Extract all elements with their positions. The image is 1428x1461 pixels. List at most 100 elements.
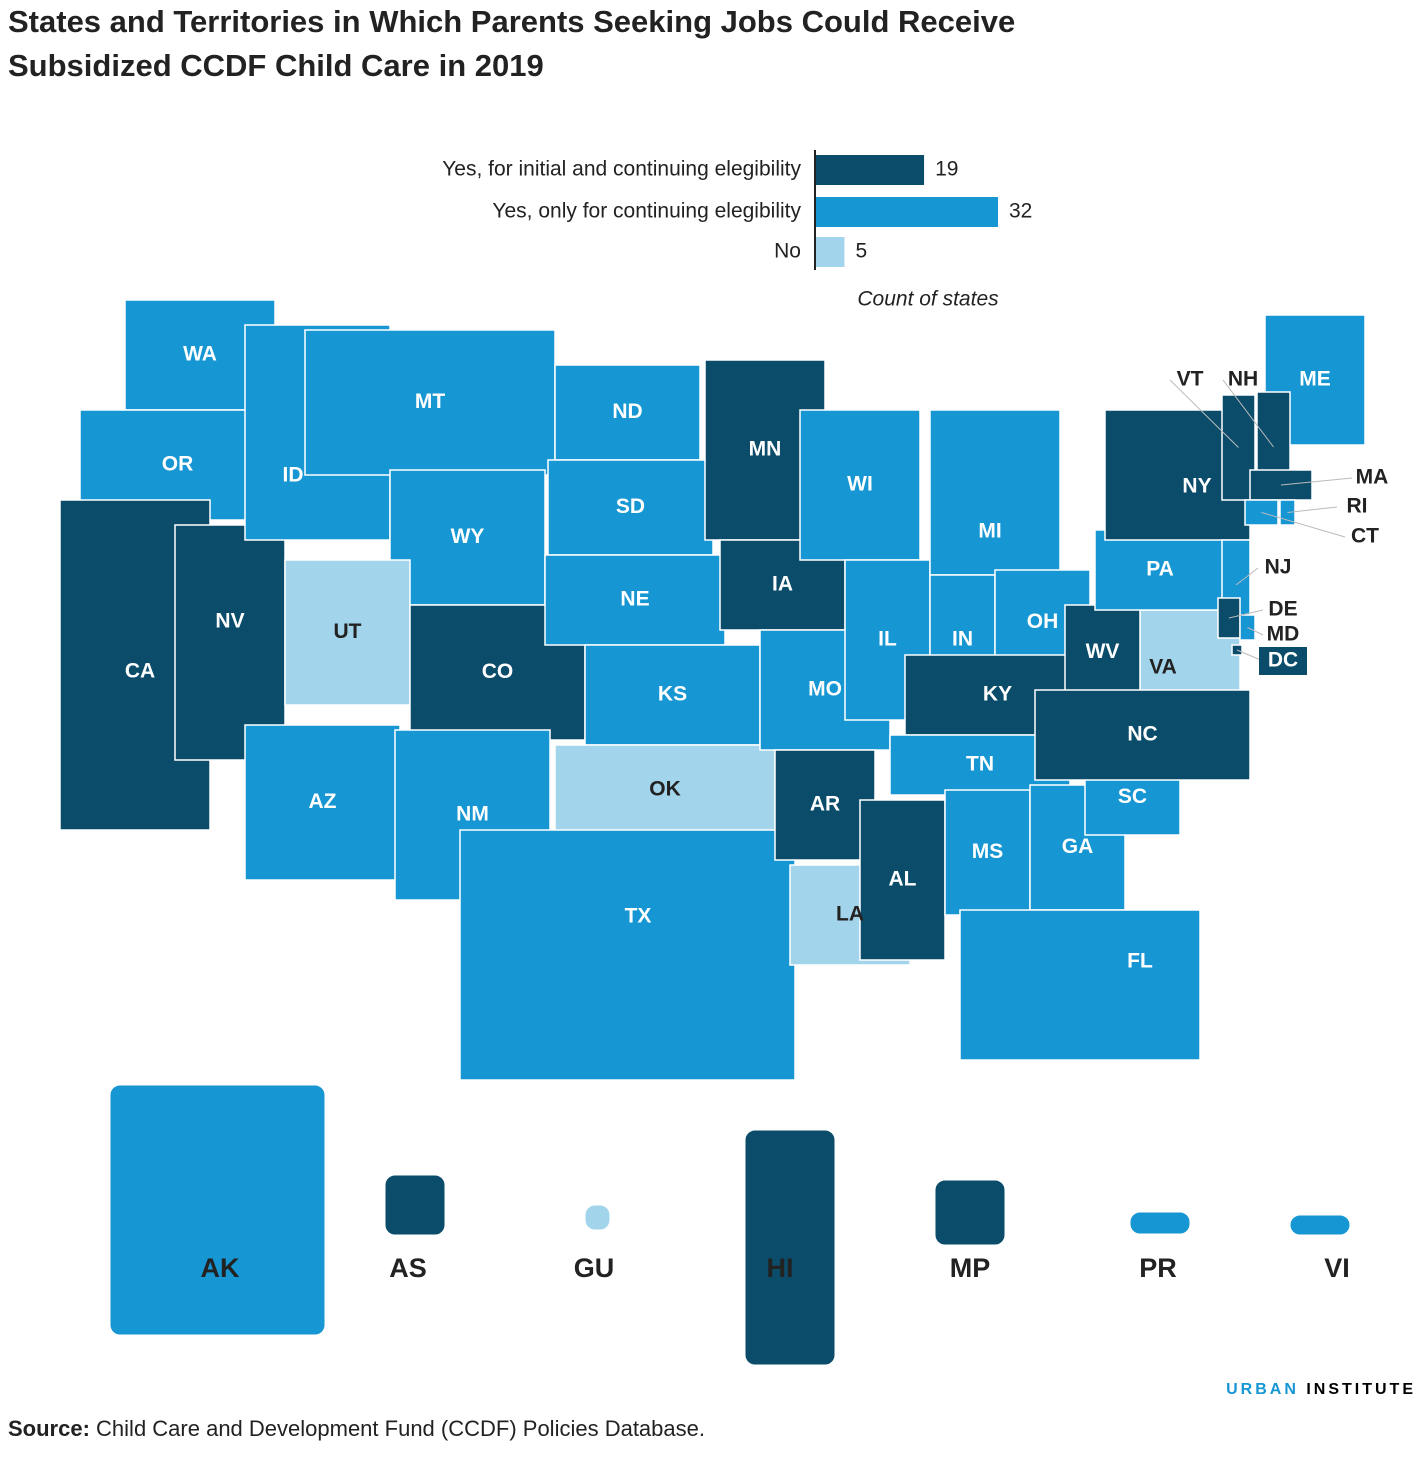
map (59, 299, 1366, 1366)
state-label: FL (1127, 950, 1153, 973)
state (859, 799, 946, 961)
state (584, 644, 761, 746)
state-label: AR (810, 793, 840, 816)
leader-line (1236, 649, 1264, 662)
state-label: MI (978, 520, 1001, 543)
state-label: KY (983, 683, 1012, 706)
category-label: No (774, 240, 801, 263)
territory (384, 1174, 446, 1236)
source: Source: Child Care and Development Fund … (8, 1416, 705, 1441)
state-label: IL (878, 628, 897, 651)
state-label: OK (649, 778, 681, 801)
state-label: PA (1146, 558, 1174, 581)
state-label: ND (612, 400, 642, 423)
state-label: WA (183, 343, 217, 366)
axis-label: Count of states (857, 288, 999, 311)
state-label: VA (1149, 656, 1177, 679)
logo: URBAN INSTITUTE (1226, 1381, 1416, 1398)
state (244, 724, 401, 881)
state-label: ID (283, 464, 304, 487)
state-label: GA (1062, 835, 1094, 858)
state-label: MS (972, 840, 1004, 863)
state-label: IN (952, 628, 973, 651)
state (1034, 689, 1251, 781)
state-label: MA (1356, 466, 1389, 489)
leader-line (1280, 477, 1353, 486)
state-label: IA (772, 573, 793, 596)
state (544, 554, 726, 646)
state-label: WI (847, 473, 873, 496)
state-label: NH (1228, 368, 1258, 391)
state-label: TN (966, 753, 994, 776)
state-label: UT (334, 620, 362, 643)
territory (744, 1129, 836, 1366)
state (554, 364, 701, 461)
state (1094, 529, 1226, 611)
category-label: Yes, only for continuing elegibility (492, 200, 801, 223)
bar (816, 197, 998, 227)
state-label: MT (415, 390, 445, 413)
territory-label: AK (201, 1253, 240, 1283)
title: States and Territories in Which Parents … (8, 4, 1015, 39)
state-label: SD (616, 495, 645, 518)
territory (1289, 1214, 1351, 1236)
state (459, 829, 796, 1081)
state-label: CO (482, 660, 514, 683)
logo-b: INSTITUTE (1306, 1381, 1416, 1398)
state-label: SC (1118, 785, 1147, 808)
state (799, 409, 921, 561)
leader-line (1169, 379, 1239, 448)
source-text: Child Care and Development Fund (CCDF) P… (96, 1416, 705, 1441)
state-label: NV (215, 610, 244, 633)
state-label: NM (456, 803, 489, 826)
state-label: DE (1268, 598, 1297, 621)
bar (816, 237, 845, 267)
territory (109, 1084, 326, 1336)
state (944, 789, 1031, 916)
value-label: 32 (1009, 200, 1032, 223)
source-label: Source: (8, 1416, 90, 1441)
state (389, 469, 546, 606)
leader-line (1261, 512, 1346, 538)
state-label: NJ (1265, 556, 1292, 579)
state-label: WY (451, 525, 485, 548)
title: Subsidized CCDF Child Care in 2019 (8, 48, 544, 83)
territory-label: PR (1139, 1253, 1177, 1283)
state (284, 559, 411, 706)
territory (934, 1179, 1006, 1246)
value-label: 19 (935, 158, 958, 181)
state-label: MO (808, 678, 842, 701)
state (304, 329, 556, 476)
territory-label: MP (950, 1253, 991, 1283)
state (547, 459, 714, 556)
state-label: DC (1268, 649, 1298, 672)
state-label: CT (1351, 525, 1379, 548)
leader-line (1247, 627, 1264, 636)
state-label: NY (1182, 475, 1211, 498)
state-label: ME (1299, 368, 1331, 391)
label-box (1259, 647, 1307, 675)
state-label: AL (889, 868, 917, 891)
territory-label: HI (767, 1253, 794, 1283)
logo-a: URBAN (1226, 1381, 1299, 1398)
leader-line (1228, 609, 1264, 619)
value-label: 5 (855, 240, 867, 263)
state-label: LA (836, 903, 864, 926)
territory-label: VI (1324, 1253, 1350, 1283)
territory (1129, 1211, 1191, 1235)
state-label: NE (620, 588, 649, 611)
territory-label: AS (389, 1253, 427, 1283)
state-label: MN (749, 438, 782, 461)
state-label: CA (125, 660, 155, 683)
state (929, 409, 1061, 576)
state-label: AZ (309, 790, 337, 813)
territory (584, 1204, 611, 1231)
state-label: VT (1177, 368, 1204, 391)
leader-line (1235, 567, 1259, 586)
state-label: OH (1027, 610, 1059, 633)
leader-line (1222, 379, 1274, 448)
state-label: TX (625, 905, 652, 928)
state-label: OR (162, 453, 194, 476)
category-label: Yes, for initial and continuing elegibil… (442, 158, 801, 181)
